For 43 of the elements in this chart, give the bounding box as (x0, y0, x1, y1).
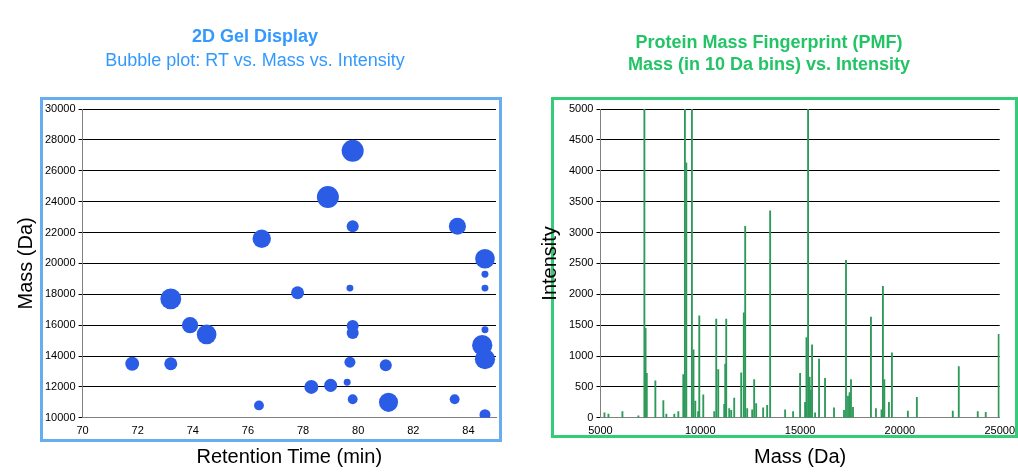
y-tick-label: 4000 (568, 163, 594, 176)
y-tick-label: 5000 (568, 102, 594, 115)
y-tick-label: 14000 (44, 349, 76, 362)
y-tick-label: 18000 (44, 287, 76, 300)
x-tick-label: 25000 (984, 424, 1015, 437)
chart-title: Protein Mass Fingerprint (PMF) (634, 31, 904, 54)
y-tick-label: 0 (587, 410, 594, 423)
y-tick-label: 20000 (44, 256, 76, 269)
x-tick-label: 76 (241, 424, 255, 437)
y-tick-label: 3000 (568, 225, 594, 238)
y-tick-label: 24000 (44, 194, 76, 207)
x-axis-title: Mass (Da) (753, 444, 847, 467)
y-tick-label: 3500 (568, 194, 594, 207)
y-axis-title: Mass (Da) (13, 217, 36, 310)
x-axis-title: Retention Time (min) (196, 444, 383, 467)
chart-title: 2D Gel Display (190, 25, 320, 48)
x-tick-label: 84 (462, 424, 475, 437)
chart-subtitle: Mass (in 10 Da bins) vs. Intensity (626, 53, 912, 76)
y-tick-label: 2000 (568, 287, 594, 300)
y-tick-label: 28000 (44, 132, 76, 145)
x-tick-label: 70 (76, 424, 89, 437)
y-axis-title: Intensity (537, 226, 560, 301)
y-tick-label: 10000 (44, 410, 76, 423)
y-tick-label: 500 (575, 379, 594, 392)
x-tick-label: 78 (296, 424, 310, 437)
y-tick-label: 12000 (44, 379, 76, 392)
y-tick-label: 1000 (568, 349, 594, 362)
x-tick-label: 82 (407, 424, 420, 437)
x-tick-label: 5000 (588, 424, 613, 437)
x-tick-label: 10000 (684, 424, 716, 437)
y-tick-label: 26000 (44, 163, 76, 176)
y-tick-label: 4500 (568, 132, 594, 145)
x-tick-label: 80 (352, 424, 365, 437)
y-tick-label: 30000 (44, 102, 76, 115)
y-tick-label: 22000 (44, 225, 76, 238)
y-tick-label: 1500 (568, 318, 594, 331)
x-tick-label: 72 (131, 424, 144, 437)
x-tick-label: 20000 (884, 424, 916, 437)
x-tick-label: 15000 (784, 424, 816, 437)
y-tick-label: 2500 (568, 256, 594, 269)
y-tick-label: 16000 (44, 318, 76, 331)
chart-subtitle: Bubble plot: RT vs. Mass vs. Intensity (104, 49, 406, 72)
x-tick-label: 74 (186, 424, 199, 437)
